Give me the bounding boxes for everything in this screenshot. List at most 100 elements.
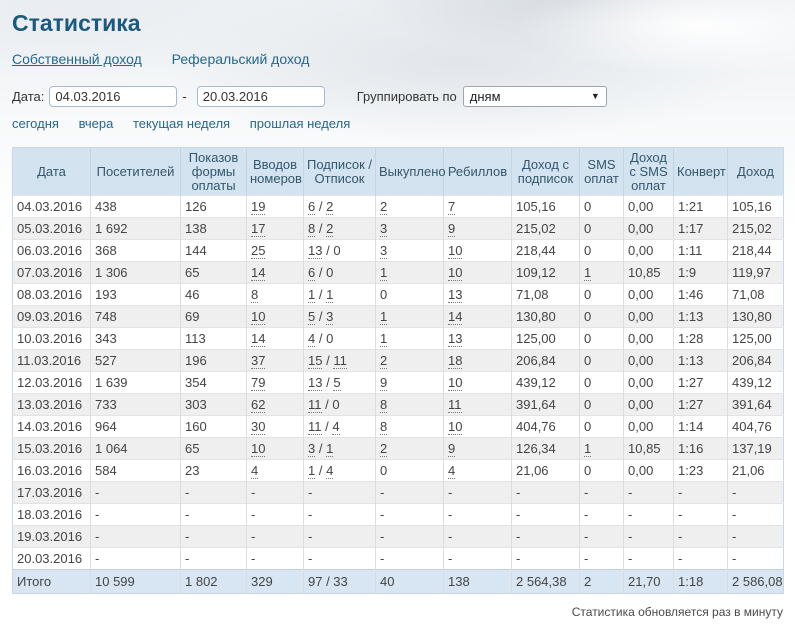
tooltip-value[interactable]: 18 bbox=[448, 353, 463, 369]
tooltip-value[interactable]: 37 bbox=[251, 353, 266, 369]
tab-own-income[interactable]: Собственный доход bbox=[12, 51, 142, 67]
tooltip-value[interactable]: 3 bbox=[326, 309, 334, 325]
tooltip-value[interactable]: 10 bbox=[448, 265, 463, 281]
table-row: 06.03.2016 368 144 25 13 / 0 3 10 218,44 0 0,00 1:… bbox=[12, 239, 784, 262]
tooltip-value[interactable]: 9 bbox=[448, 441, 456, 457]
tab-referral-income[interactable]: Реферальский доход bbox=[171, 51, 310, 67]
tooltip-value[interactable]: 62 bbox=[251, 397, 266, 413]
tooltip-value[interactable]: 4 bbox=[308, 331, 316, 347]
tooltip-value[interactable]: 1 bbox=[584, 441, 592, 457]
table-row: 05.03.2016 1 692 138 17 8 / 2 3 9 215,02 0 0,00 1:… bbox=[12, 217, 784, 240]
group-by-select[interactable]: дням ▼ bbox=[462, 86, 607, 107]
cell-value: 0 bbox=[326, 265, 334, 280]
tooltip-value[interactable]: 19 bbox=[251, 199, 266, 215]
tooltip-value[interactable]: 9 bbox=[380, 375, 388, 391]
total-row: Итого 10 599 1 802 329 97 / 33 40 138 2 564,38 2… bbox=[12, 569, 784, 594]
date-from-input[interactable] bbox=[49, 86, 178, 107]
tooltip-value[interactable]: 6 bbox=[308, 199, 316, 215]
table-cell: 105,16 bbox=[511, 195, 580, 218]
table-cell: 06.03.2016 bbox=[12, 239, 91, 262]
table-row: 19.03.2016- - - - - - - - - - - bbox=[12, 525, 784, 548]
table-cell: 130,80 bbox=[511, 305, 580, 328]
tooltip-value[interactable]: 8 bbox=[380, 419, 388, 435]
tooltip-value[interactable]: 8 bbox=[308, 221, 316, 237]
tooltip-value[interactable]: 2 bbox=[380, 353, 388, 369]
tooltip-value[interactable]: 9 bbox=[448, 221, 456, 237]
table-cell: 21,70 bbox=[623, 569, 674, 594]
tooltip-value[interactable]: 10 bbox=[251, 309, 266, 325]
tooltip-value[interactable]: 1 bbox=[584, 265, 592, 281]
quicklink-yesterday[interactable]: вчера bbox=[78, 116, 114, 131]
table-cell: 40 bbox=[375, 569, 444, 594]
table-cell: 0,00 bbox=[623, 305, 674, 328]
table-cell: - bbox=[727, 525, 784, 548]
quicklink-today[interactable]: сегодня bbox=[12, 116, 59, 131]
tooltip-value[interactable]: 6 bbox=[308, 265, 316, 281]
tooltip-value[interactable]: 2 bbox=[326, 199, 334, 215]
tooltip-value[interactable]: 1 bbox=[326, 441, 334, 457]
tooltip-value[interactable]: 10 bbox=[251, 441, 266, 457]
tooltip-value[interactable]: 79 bbox=[251, 375, 266, 391]
tooltip-value[interactable]: 25 bbox=[251, 243, 266, 259]
tooltip-value[interactable]: 3 bbox=[308, 441, 316, 457]
table-cell: 126 bbox=[180, 195, 247, 218]
date-to-input[interactable] bbox=[196, 86, 325, 107]
table-cell: 439,12 bbox=[727, 371, 784, 394]
table-cell: 4 / 0 bbox=[303, 327, 376, 350]
tooltip-value[interactable]: 2 bbox=[380, 199, 388, 215]
page-title: Статистика bbox=[12, 10, 141, 36]
tooltip-value[interactable]: 11 bbox=[448, 397, 462, 413]
table-cell: 343 bbox=[90, 327, 181, 350]
col-header: Конверт bbox=[673, 147, 728, 196]
tooltip-value[interactable]: 8 bbox=[251, 287, 259, 303]
tooltip-value[interactable]: 11 bbox=[308, 397, 322, 413]
table-row: 20.03.2016- - - - - - - - - - - bbox=[12, 547, 784, 570]
tooltip-value[interactable]: 3 bbox=[380, 243, 388, 259]
tooltip-value[interactable]: 13 bbox=[308, 375, 323, 391]
tooltip-value[interactable]: 5 bbox=[308, 309, 316, 325]
tooltip-value[interactable]: 3 bbox=[380, 221, 388, 237]
tooltip-value[interactable]: 1 bbox=[380, 265, 388, 281]
table-cell: 10,85 bbox=[623, 437, 674, 460]
table-cell: 584 bbox=[90, 459, 181, 482]
tooltip-value[interactable]: 30 bbox=[251, 419, 266, 435]
tooltip-value[interactable]: 10 bbox=[448, 419, 463, 435]
table-cell: 13 / 0 bbox=[303, 239, 376, 262]
tooltip-value[interactable]: 1 bbox=[380, 309, 388, 325]
tooltip-value[interactable]: 8 bbox=[380, 397, 388, 413]
table-cell: 9 bbox=[375, 371, 444, 394]
table-cell: 0 bbox=[579, 415, 624, 438]
tooltip-value[interactable]: 1 bbox=[308, 287, 316, 303]
tooltip-value[interactable]: 5 bbox=[333, 375, 341, 391]
tooltip-value[interactable]: 11 bbox=[308, 419, 322, 435]
tooltip-value[interactable]: 1 bbox=[308, 463, 316, 479]
tooltip-value[interactable]: 10 bbox=[448, 375, 463, 391]
tooltip-value[interactable]: 4 bbox=[251, 463, 259, 479]
tooltip-value[interactable]: 4 bbox=[332, 419, 340, 435]
tooltip-value[interactable]: 13 bbox=[448, 287, 463, 303]
tooltip-value[interactable]: 11 bbox=[333, 353, 347, 369]
table-cell: 2 bbox=[579, 569, 624, 594]
tooltip-value[interactable]: 14 bbox=[251, 265, 266, 281]
tooltip-value[interactable]: 10 bbox=[448, 243, 463, 259]
tooltip-value[interactable]: 14 bbox=[251, 331, 266, 347]
tooltip-value[interactable]: 2 bbox=[380, 441, 388, 457]
tooltip-value[interactable]: 15 bbox=[308, 353, 323, 369]
tooltip-value[interactable]: 13 bbox=[448, 331, 463, 347]
tooltip-value[interactable]: 1 bbox=[326, 287, 334, 303]
table-cell: 0,00 bbox=[623, 283, 674, 306]
tooltip-value[interactable]: 17 bbox=[251, 221, 266, 237]
tooltip-value[interactable]: 4 bbox=[326, 463, 334, 479]
table-cell: - bbox=[443, 547, 512, 570]
tooltip-value[interactable]: 14 bbox=[448, 309, 463, 325]
tooltip-value[interactable]: 7 bbox=[448, 199, 456, 215]
quicklink-last-week[interactable]: прошлая неделя bbox=[249, 116, 351, 131]
tooltip-value[interactable]: 4 bbox=[448, 463, 456, 479]
tooltip-value[interactable]: 13 bbox=[308, 243, 323, 259]
tooltip-value[interactable]: 1 bbox=[380, 331, 388, 347]
table-cell: 10 bbox=[443, 261, 512, 284]
tooltip-value[interactable]: 2 bbox=[326, 221, 334, 237]
quicklink-current-week[interactable]: текущая неделя bbox=[132, 116, 231, 131]
group-by-label: Группировать по bbox=[356, 89, 457, 104]
table-cell: 8 bbox=[375, 415, 444, 438]
